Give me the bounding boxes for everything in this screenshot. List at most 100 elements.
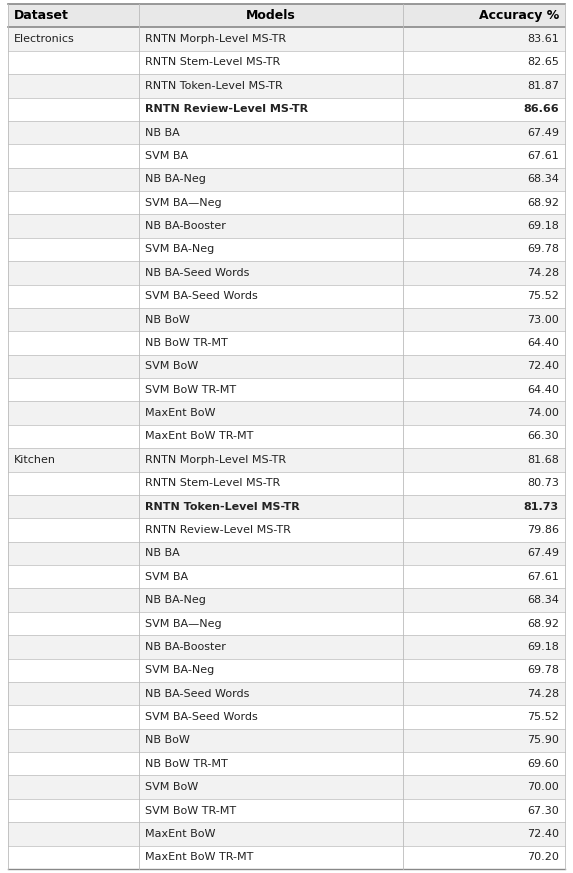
Text: 81.87: 81.87 <box>527 81 559 91</box>
Text: 70.00: 70.00 <box>527 782 559 792</box>
Text: SVM BoW: SVM BoW <box>145 782 198 792</box>
Text: 74.28: 74.28 <box>527 689 559 698</box>
Bar <box>8 215 565 237</box>
Bar <box>8 331 565 354</box>
Bar <box>8 4 565 27</box>
Bar <box>8 425 565 448</box>
Bar <box>8 658 565 682</box>
Bar <box>8 191 565 215</box>
Text: SVM BA-Seed Words: SVM BA-Seed Words <box>145 292 258 301</box>
Bar <box>8 448 565 471</box>
Bar <box>8 682 565 705</box>
Text: 64.40: 64.40 <box>527 385 559 395</box>
Text: NB BoW: NB BoW <box>145 735 190 746</box>
Text: 69.18: 69.18 <box>527 642 559 652</box>
Text: NB BA-Seed Words: NB BA-Seed Words <box>145 268 249 278</box>
Text: NB BoW: NB BoW <box>145 314 190 325</box>
Text: RNTN Morph-Level MS-TR: RNTN Morph-Level MS-TR <box>145 34 286 44</box>
Bar <box>8 308 565 331</box>
Text: 67.61: 67.61 <box>527 572 559 581</box>
Text: NB BoW TR-MT: NB BoW TR-MT <box>145 338 227 348</box>
Bar <box>8 542 565 565</box>
Text: SVM BoW TR-MT: SVM BoW TR-MT <box>145 385 236 395</box>
Text: 79.86: 79.86 <box>527 525 559 535</box>
Bar <box>8 519 565 542</box>
Bar <box>8 27 565 51</box>
Bar <box>8 753 565 775</box>
Text: NB BA-Neg: NB BA-Neg <box>145 175 206 184</box>
Text: RNTN Review-Level MS-TR: RNTN Review-Level MS-TR <box>145 525 291 535</box>
Text: 75.52: 75.52 <box>527 712 559 722</box>
Text: 68.34: 68.34 <box>527 595 559 605</box>
Text: SVM BA: SVM BA <box>145 572 188 581</box>
Text: SVM BA-Neg: SVM BA-Neg <box>145 244 214 254</box>
Text: 67.30: 67.30 <box>527 806 559 815</box>
Text: 80.73: 80.73 <box>527 478 559 488</box>
Bar <box>8 775 565 799</box>
Text: 69.18: 69.18 <box>527 221 559 231</box>
Bar <box>8 237 565 261</box>
Bar <box>8 729 565 753</box>
Bar <box>8 636 565 658</box>
Text: 73.00: 73.00 <box>527 314 559 325</box>
Text: 68.34: 68.34 <box>527 175 559 184</box>
Text: 67.49: 67.49 <box>527 127 559 138</box>
Text: 66.30: 66.30 <box>527 431 559 442</box>
Bar <box>8 495 565 519</box>
Text: Models: Models <box>246 10 296 22</box>
Bar <box>8 565 565 588</box>
Bar <box>8 846 565 869</box>
Bar <box>8 98 565 120</box>
Bar <box>8 51 565 74</box>
Text: SVM BA-Neg: SVM BA-Neg <box>145 665 214 676</box>
Bar <box>8 471 565 495</box>
Text: 69.78: 69.78 <box>527 244 559 254</box>
Text: 68.92: 68.92 <box>527 619 559 629</box>
Text: NB BA-Seed Words: NB BA-Seed Words <box>145 689 249 698</box>
Text: 69.60: 69.60 <box>527 759 559 769</box>
Text: RNTN Review-Level MS-TR: RNTN Review-Level MS-TR <box>145 104 308 114</box>
Text: SVM BA—Neg: SVM BA—Neg <box>145 197 222 208</box>
Text: 72.40: 72.40 <box>527 829 559 839</box>
Text: 81.68: 81.68 <box>527 455 559 465</box>
Bar <box>8 120 565 144</box>
Bar <box>8 799 565 822</box>
Bar <box>8 74 565 98</box>
Text: SVM BA—Neg: SVM BA—Neg <box>145 619 222 629</box>
Text: 83.61: 83.61 <box>527 34 559 44</box>
Text: Dataset: Dataset <box>14 10 69 22</box>
Text: SVM BoW: SVM BoW <box>145 361 198 371</box>
Text: MaxEnt BoW TR-MT: MaxEnt BoW TR-MT <box>145 852 253 863</box>
Bar <box>8 822 565 846</box>
Bar <box>8 168 565 191</box>
Text: RNTN Stem-Level MS-TR: RNTN Stem-Level MS-TR <box>145 58 280 67</box>
Text: 82.65: 82.65 <box>527 58 559 67</box>
Text: SVM BoW TR-MT: SVM BoW TR-MT <box>145 806 236 815</box>
Text: 75.52: 75.52 <box>527 292 559 301</box>
Text: NB BA-Neg: NB BA-Neg <box>145 595 206 605</box>
Text: MaxEnt BoW: MaxEnt BoW <box>145 408 215 418</box>
Text: 86.66: 86.66 <box>523 104 559 114</box>
Bar <box>8 285 565 308</box>
Text: 75.90: 75.90 <box>527 735 559 746</box>
Bar <box>8 588 565 612</box>
Text: NB BoW TR-MT: NB BoW TR-MT <box>145 759 227 769</box>
Text: RNTN Morph-Level MS-TR: RNTN Morph-Level MS-TR <box>145 455 286 465</box>
Text: MaxEnt BoW TR-MT: MaxEnt BoW TR-MT <box>145 431 253 442</box>
Text: NB BA-Booster: NB BA-Booster <box>145 642 226 652</box>
Text: RNTN Stem-Level MS-TR: RNTN Stem-Level MS-TR <box>145 478 280 488</box>
Bar <box>8 354 565 378</box>
Text: 64.40: 64.40 <box>527 338 559 348</box>
Text: Electronics: Electronics <box>14 34 74 44</box>
Text: MaxEnt BoW: MaxEnt BoW <box>145 829 215 839</box>
Text: SVM BA-Seed Words: SVM BA-Seed Words <box>145 712 258 722</box>
Text: 81.73: 81.73 <box>524 502 559 512</box>
Text: 69.78: 69.78 <box>527 665 559 676</box>
Text: 72.40: 72.40 <box>527 361 559 371</box>
Text: 74.00: 74.00 <box>527 408 559 418</box>
Text: Kitchen: Kitchen <box>14 455 56 465</box>
Text: 67.61: 67.61 <box>527 151 559 161</box>
Text: NB BA: NB BA <box>145 548 180 559</box>
Text: NB BA-Booster: NB BA-Booster <box>145 221 226 231</box>
Text: RNTN Token-Level MS-TR: RNTN Token-Level MS-TR <box>145 502 300 512</box>
